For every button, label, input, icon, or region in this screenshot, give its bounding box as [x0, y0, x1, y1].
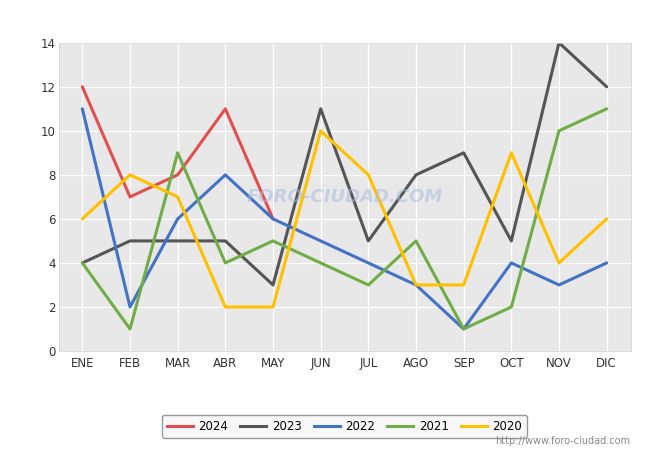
- Text: http://www.foro-ciudad.com: http://www.foro-ciudad.com: [495, 436, 630, 446]
- 2020: [460, 282, 467, 288]
- 2023: [365, 238, 372, 243]
- 2023: [412, 172, 420, 178]
- 2021: [79, 260, 86, 265]
- 2023: [126, 238, 134, 243]
- 2021: [269, 238, 277, 243]
- 2023: [603, 84, 610, 90]
- 2022: [79, 106, 86, 112]
- 2022: [317, 238, 324, 243]
- 2023: [317, 106, 324, 112]
- 2024: [79, 84, 86, 90]
- 2021: [126, 326, 134, 332]
- 2022: [174, 216, 181, 221]
- 2020: [79, 216, 86, 221]
- 2023: [174, 238, 181, 243]
- Text: Matriculaciones de Vehiculos en Magán: Matriculaciones de Vehiculos en Magán: [161, 10, 489, 28]
- 2022: [603, 260, 610, 265]
- Line: 2023: 2023: [83, 43, 606, 285]
- 2024: [174, 172, 181, 178]
- 2024: [269, 216, 277, 221]
- 2024: [126, 194, 134, 200]
- Line: 2024: 2024: [83, 87, 273, 219]
- 2021: [460, 326, 467, 332]
- Text: FORO-CIUDAD.COM: FORO-CIUDAD.COM: [246, 188, 443, 206]
- Line: 2022: 2022: [83, 109, 606, 329]
- 2020: [508, 150, 515, 156]
- 2022: [365, 260, 372, 265]
- 2021: [555, 128, 563, 134]
- Legend: 2024, 2023, 2022, 2021, 2020: 2024, 2023, 2022, 2021, 2020: [162, 415, 527, 437]
- 2023: [508, 238, 515, 243]
- 2021: [222, 260, 229, 265]
- 2020: [317, 128, 324, 134]
- 2024: [222, 106, 229, 112]
- 2022: [222, 172, 229, 178]
- 2020: [269, 304, 277, 310]
- 2022: [412, 282, 420, 288]
- 2020: [555, 260, 563, 265]
- 2020: [126, 172, 134, 178]
- Line: 2020: 2020: [83, 131, 606, 307]
- 2021: [603, 106, 610, 112]
- 2023: [460, 150, 467, 156]
- 2022: [508, 260, 515, 265]
- 2020: [174, 194, 181, 200]
- 2023: [269, 282, 277, 288]
- 2022: [555, 282, 563, 288]
- Line: 2021: 2021: [83, 109, 606, 329]
- 2020: [412, 282, 420, 288]
- 2023: [79, 260, 86, 265]
- 2021: [174, 150, 181, 156]
- 2020: [603, 216, 610, 221]
- 2020: [365, 172, 372, 178]
- 2020: [222, 304, 229, 310]
- 2021: [317, 260, 324, 265]
- 2022: [126, 304, 134, 310]
- 2023: [555, 40, 563, 45]
- 2021: [365, 282, 372, 288]
- 2021: [508, 304, 515, 310]
- 2022: [460, 326, 467, 332]
- 2023: [222, 238, 229, 243]
- 2022: [269, 216, 277, 221]
- 2021: [412, 238, 420, 243]
